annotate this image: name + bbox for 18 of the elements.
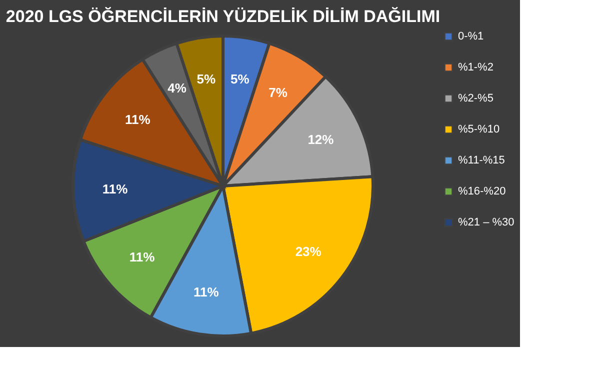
legend-label: %16-%20 (458, 186, 506, 198)
data-label: 11% (125, 112, 151, 127)
data-label: 7% (268, 85, 288, 100)
chart-title: 2020 LGS ÖĞRENCİLERİN YÜZDELİK DİLİM DAĞILIMI (6, 6, 440, 26)
data-label: 5% (196, 71, 216, 86)
legend-label: 0-%1 (458, 30, 484, 42)
legend-label: %11-%15 (458, 154, 505, 166)
legend-label: %21 – %30 (458, 216, 514, 228)
data-label: 11% (102, 181, 128, 196)
legend-label: %1-%2 (458, 62, 494, 74)
data-label: 5% (230, 71, 250, 86)
legend-label: %2-%5 (458, 92, 494, 104)
data-label: 12% (308, 132, 334, 148)
data-label: 11% (193, 284, 220, 300)
data-label: 4% (168, 80, 187, 96)
data-label: 23% (295, 244, 322, 260)
data-label: 11% (129, 249, 156, 264)
legend-label: %5-%10 (458, 124, 500, 136)
